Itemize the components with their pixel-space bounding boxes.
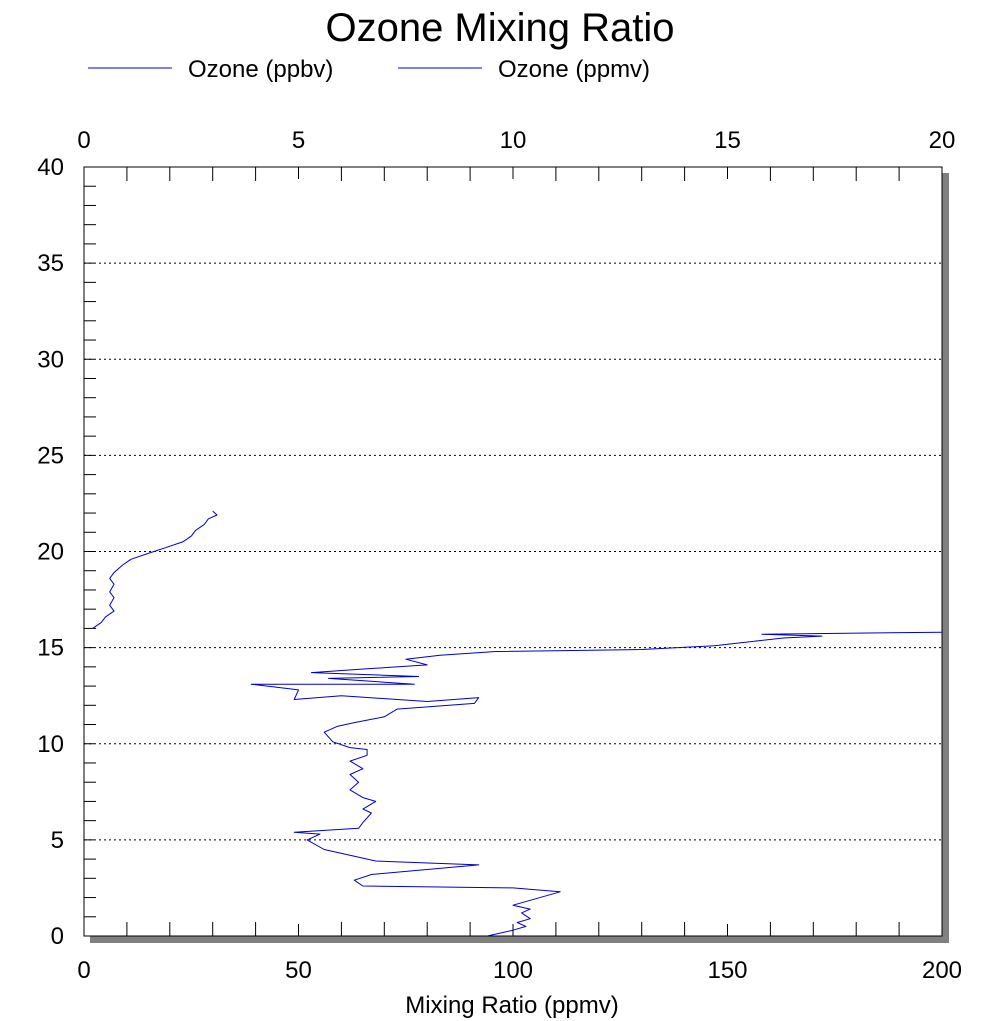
series-ozone-ppmv [92,510,218,629]
series-lines [92,510,943,937]
series-ozone-ppbv [250,631,943,937]
x2-tick-label: 10 [500,127,527,154]
x2-tick-label: 5 [292,127,305,154]
legend: Ozone (ppbv) Ozone (ppmv) [88,56,650,83]
y-tick-label: 10 [37,731,64,758]
y-tick-label: 25 [37,442,64,469]
plot-shadow-right [942,173,949,943]
y-tick-label: 0 [51,923,64,950]
x2-tick-label: 15 [714,127,741,154]
y-tick-label: 40 [37,154,64,181]
plot-area [83,166,943,937]
x-tick-label: 100 [493,957,533,984]
chart-title: Ozone Mixing Ratio [325,6,674,50]
x-tick-label: 200 [922,957,962,984]
x2-tick-label: 20 [929,127,956,154]
x-tick-label: 50 [285,957,312,984]
y-tick-label: 5 [51,827,64,854]
plot-shadow-bottom [90,936,949,943]
x-axis-label: Mixing Ratio (ppmv) [405,992,618,1019]
tick-labels: 0 5 10 15 20 25 30 35 40 0 50 100 150 200 0 5 10 15 20 [37,127,962,984]
y-tick-label: 30 [37,346,64,373]
x-tick-label: 150 [707,957,747,984]
y-tick-label: 35 [37,250,64,277]
legend-label-ppmv: Ozone (ppmv) [498,56,650,83]
grid-lines [84,262,942,841]
legend-label-ppbv: Ozone (ppbv) [188,56,333,83]
x2-tick-label: 0 [77,127,90,154]
x-tick-label: 0 [77,957,90,984]
tick-marks [83,166,943,937]
y-tick-label: 15 [37,635,64,662]
y-tick-label: 20 [37,539,64,566]
